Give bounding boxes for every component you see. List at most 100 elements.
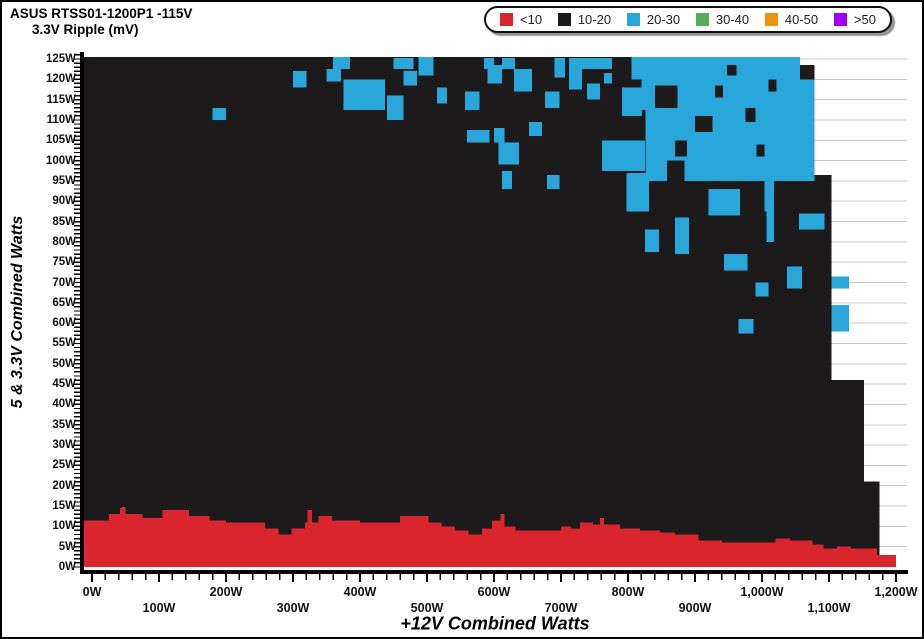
- cell-ripple-20-30: [569, 57, 582, 90]
- cell-ripple-20-30: [786, 266, 803, 289]
- x-tick-label: 100W: [142, 601, 176, 615]
- x-tick-label: 800W: [611, 585, 645, 599]
- cell-ripple-10-20: [756, 144, 765, 157]
- cell-ripple-10-20: [654, 85, 678, 108]
- y-tick-label: 50W: [52, 357, 76, 370]
- cell-ripple-20-30: [343, 79, 385, 110]
- y-tick-label: 100W: [45, 154, 76, 167]
- cell-ripple-20-30: [764, 174, 775, 212]
- x-tick-label: 1,000W: [740, 585, 784, 599]
- legend-swatch: [695, 13, 709, 26]
- x-tick-label: 600W: [477, 585, 511, 599]
- cell-ripple-20-30: [494, 128, 505, 143]
- legend: <10 10-20 20-30 30-40 40-50 >50: [484, 6, 892, 33]
- legend-label: <10: [520, 12, 543, 27]
- cell-ripple-20-30: [467, 130, 490, 143]
- cell-ripple-10-20: [715, 85, 724, 98]
- y-tick-label: 5W: [58, 540, 76, 553]
- cell-ripple-20-30: [393, 57, 414, 70]
- cell-ripple-20-30: [798, 213, 825, 230]
- cell-ripple-20-30: [528, 121, 543, 137]
- legend-swatch: [833, 13, 847, 26]
- x-tick-label: 1,100W: [807, 601, 851, 615]
- x-tick-label: 700W: [544, 601, 578, 615]
- cell-ripple-20-30: [437, 87, 448, 104]
- cell-ripple-20-30: [465, 91, 480, 110]
- y-tick-label: 65W: [52, 296, 76, 309]
- legend-item: 10-20: [557, 13, 611, 26]
- cell-ripple-20-30: [333, 56, 350, 70]
- legend-label: 40-50: [784, 12, 819, 27]
- y-tick-label: 85W: [52, 215, 76, 228]
- x-tick-label: 1,200W: [874, 585, 918, 599]
- y-tick-label: 75W: [52, 256, 76, 269]
- y-tick-label: 80W: [52, 235, 76, 248]
- cell-ripple-20-30: [544, 91, 560, 108]
- cell-ripple-20-30: [502, 57, 515, 70]
- y-tick-label: 0W: [58, 561, 76, 573]
- x-tick-label: 900W: [678, 601, 712, 615]
- y-tick-label: 125W: [45, 53, 76, 65]
- y-tick-label: 110W: [46, 113, 76, 126]
- cell-ripple-10-20: [695, 115, 713, 133]
- cell-ripple-20-30: [581, 57, 612, 70]
- legend-item: 20-30: [626, 12, 681, 27]
- x-tick-label: 200W: [209, 585, 243, 599]
- y-axis-line: [80, 52, 84, 574]
- legend-label: 20-30: [646, 12, 681, 27]
- cell-ripple-10-20: [803, 67, 813, 80]
- cell-ripple-20-30: [723, 254, 748, 271]
- cell-ripple-20-30: [293, 71, 307, 88]
- cell-ripple-20-30: [498, 142, 519, 165]
- cell-ripple-20-30: [831, 304, 850, 332]
- legend-swatch: [626, 13, 640, 26]
- cell-ripple-20-30: [502, 170, 513, 190]
- cell-ripple-20-30: [738, 319, 754, 334]
- cell-ripple-20-30: [644, 229, 659, 253]
- cell-ripple-20-30: [587, 83, 600, 100]
- legend-label: 30-40: [715, 12, 750, 27]
- y-tick-label: 105W: [45, 134, 76, 147]
- y-tick-label: 35W: [52, 418, 76, 431]
- y-tick-label: 25W: [52, 459, 76, 472]
- x-tick-label: 300W: [276, 601, 310, 615]
- x-axis-line: [80, 570, 908, 574]
- cell-ripple-20-30: [326, 69, 342, 82]
- cell-ripple-20-30: [483, 57, 494, 70]
- x-axis-title: +12V Combined Watts: [400, 613, 590, 634]
- legend-label: >50: [853, 12, 876, 27]
- y-tick-label: 90W: [52, 195, 76, 208]
- cell-ripple-20-30: [546, 174, 560, 190]
- red-spike: [500, 514, 505, 539]
- red-spike: [307, 510, 312, 535]
- cell-ripple-20-30: [212, 107, 226, 120]
- legend-swatch: [557, 13, 571, 26]
- chart-title: ASUS RTSS01-1200P1 -115V: [10, 6, 193, 21]
- cell-ripple-20-30: [601, 140, 645, 171]
- x-tick-label: 400W: [343, 585, 377, 599]
- legend-item: <10: [500, 13, 542, 26]
- cell-ripple-20-30: [621, 87, 643, 116]
- y-tick-label: 10W: [52, 520, 76, 533]
- y-tick-label: 30W: [52, 439, 76, 452]
- y-tick-label: 40W: [52, 398, 76, 411]
- cell-ripple-20-30: [403, 71, 417, 86]
- cell-ripple-10-20: [745, 107, 756, 122]
- cell-ripple-20-30: [626, 172, 649, 212]
- cell-ripple-20-30: [631, 56, 801, 80]
- cell-ripple-20-30: [386, 95, 404, 120]
- y-tick-label: 95W: [52, 174, 76, 187]
- cell-ripple-20-30: [514, 69, 533, 92]
- y-tick-label: 70W: [52, 276, 76, 289]
- y-tick-label: 45W: [52, 378, 76, 391]
- y-tick-label: 20W: [52, 479, 76, 492]
- y-axis-title: 5 & 3.3V Combined Watts: [9, 215, 26, 409]
- y-tick-label: 115W: [46, 93, 76, 106]
- y-tick-label: 120W: [45, 73, 76, 86]
- red-spike: [121, 506, 126, 532]
- x-tick-label: 0W: [82, 585, 102, 599]
- cell-ripple-20-30: [766, 211, 775, 242]
- y-tick-label: 55W: [52, 337, 76, 350]
